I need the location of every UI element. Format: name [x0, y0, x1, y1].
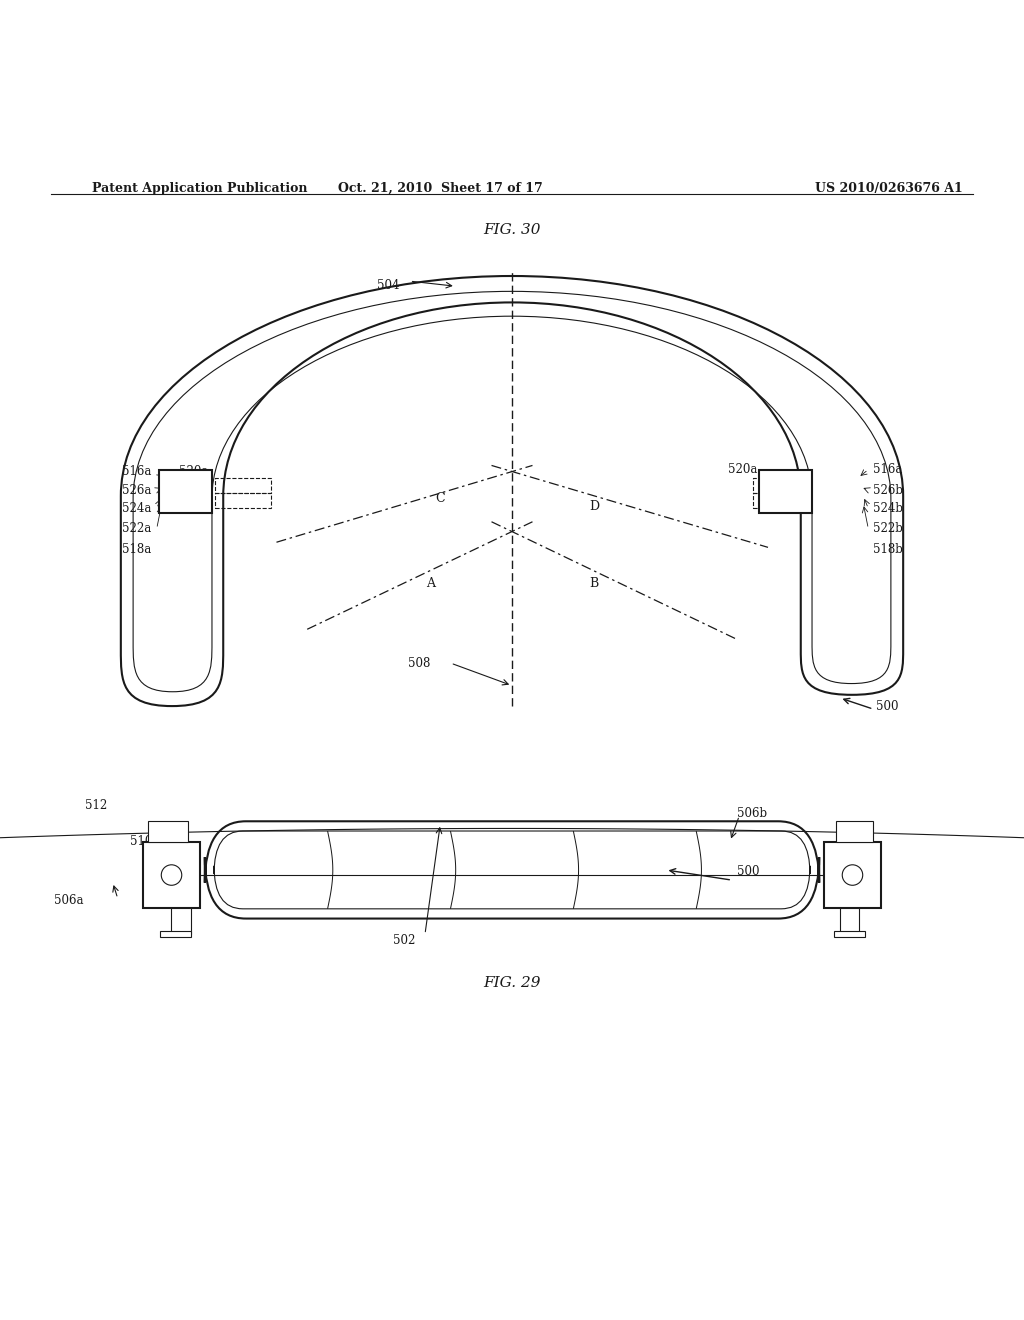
Bar	[759, 470, 812, 512]
Bar	[753, 494, 809, 508]
Text: 500: 500	[737, 865, 760, 878]
Text: 522b: 522b	[873, 523, 903, 536]
Text: 508: 508	[408, 656, 430, 669]
PathPatch shape	[121, 276, 903, 706]
Text: 506b: 506b	[737, 807, 767, 820]
Circle shape	[161, 865, 182, 886]
Text: 504: 504	[377, 279, 399, 292]
Text: US 2010/0263676 A1: US 2010/0263676 A1	[815, 182, 963, 195]
Bar	[835, 931, 865, 937]
Text: FIG. 30: FIG. 30	[483, 223, 541, 236]
PathPatch shape	[205, 821, 819, 919]
Bar	[840, 908, 859, 935]
Text: 520a: 520a	[179, 465, 209, 478]
Text: A: A	[426, 577, 434, 590]
Text: 506a: 506a	[54, 894, 84, 907]
Bar	[148, 821, 188, 842]
Bar	[159, 470, 212, 512]
Bar	[215, 478, 271, 494]
Text: 500: 500	[876, 700, 898, 713]
Text: 520a: 520a	[728, 463, 758, 477]
Text: 518b: 518b	[873, 543, 903, 556]
Bar	[171, 908, 190, 935]
Bar	[215, 494, 271, 508]
Bar	[753, 478, 809, 494]
Text: 510: 510	[130, 834, 153, 847]
Text: 524b: 524b	[873, 502, 903, 515]
Bar	[824, 842, 881, 908]
Bar	[836, 821, 872, 842]
Text: 518a: 518a	[122, 543, 152, 556]
Text: 526b: 526b	[873, 483, 903, 496]
Text: Patent Application Publication: Patent Application Publication	[92, 182, 307, 195]
Text: 516a: 516a	[873, 463, 903, 477]
Text: Oct. 21, 2010  Sheet 17 of 17: Oct. 21, 2010 Sheet 17 of 17	[338, 182, 543, 195]
Circle shape	[842, 865, 863, 886]
Text: D: D	[589, 500, 599, 513]
Text: B: B	[589, 577, 599, 590]
Text: 512: 512	[85, 799, 108, 812]
Text: C: C	[435, 492, 445, 504]
Text: 502: 502	[393, 933, 416, 946]
Text: 514: 514	[159, 869, 181, 882]
Text: FIG. 29: FIG. 29	[483, 975, 541, 990]
Text: 524a: 524a	[122, 502, 152, 515]
Text: 522a: 522a	[122, 523, 152, 536]
Text: 526a: 526a	[122, 483, 152, 496]
Bar	[160, 931, 190, 937]
Text: 516a: 516a	[122, 465, 152, 478]
Bar	[143, 842, 200, 908]
